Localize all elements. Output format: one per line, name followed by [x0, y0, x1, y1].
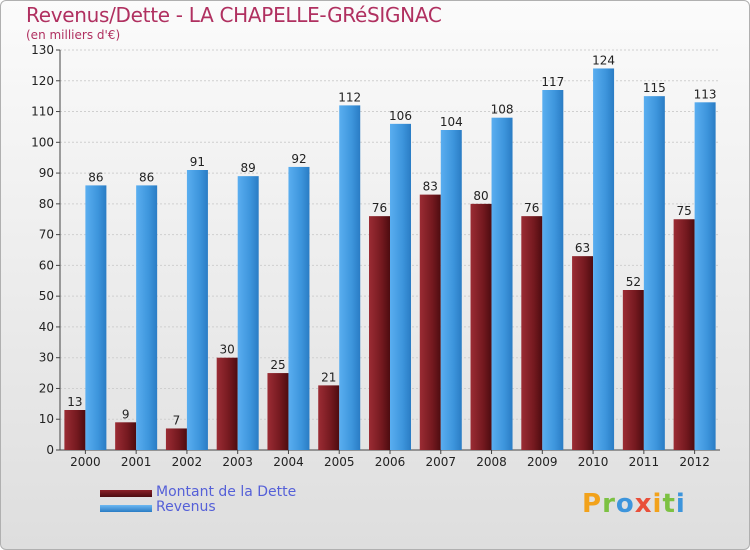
- y-tick-label: 110: [31, 105, 54, 119]
- proxiti-logo: Proxiti: [582, 489, 686, 519]
- logo-letter: P: [582, 489, 603, 519]
- revenus-bar: [288, 166, 310, 450]
- dette-bar: [572, 256, 594, 450]
- data-label: 86: [139, 170, 154, 184]
- x-tick-label: 2001: [121, 455, 152, 469]
- data-label: 21: [321, 370, 336, 384]
- data-label: 117: [541, 75, 564, 89]
- y-tick-label: 60: [39, 258, 54, 272]
- data-label: 124: [592, 53, 615, 67]
- data-label: 25: [270, 358, 285, 372]
- data-label: 92: [291, 152, 306, 166]
- y-tick-label: 130: [31, 43, 54, 57]
- data-label: 112: [338, 90, 361, 104]
- dette-bar: [115, 422, 137, 450]
- x-tick-label: 2009: [527, 455, 558, 469]
- data-label: 115: [643, 81, 666, 95]
- axis-layer: 0 10 20 30 40 50 60 70 80 90 100 110 120 130 2000 2001 2…: [31, 43, 720, 469]
- revenus-bar: [85, 185, 107, 450]
- dette-bar: [419, 194, 441, 450]
- dette-bar: [521, 216, 543, 450]
- data-label: 76: [524, 201, 539, 215]
- revenus-bar: [643, 96, 665, 451]
- revenus-bar: [136, 185, 158, 450]
- data-label: 106: [389, 109, 412, 123]
- data-label: 13: [67, 395, 82, 409]
- chart-subtitle: (en milliers d'€): [26, 28, 121, 42]
- x-tick-label: 2011: [629, 455, 660, 469]
- logo-letter: x: [634, 489, 653, 519]
- y-tick-label: 70: [39, 228, 54, 242]
- dette-bar: [216, 357, 238, 450]
- data-label: 83: [423, 180, 438, 194]
- dette-bar: [369, 216, 390, 450]
- x-tick-label: 2002: [172, 455, 203, 469]
- x-tick-label: 2000: [70, 455, 101, 469]
- data-label: 7: [173, 413, 181, 427]
- y-tick-label: 0: [46, 443, 54, 457]
- x-tick-label: 2006: [375, 455, 406, 469]
- revenus-bar: [186, 170, 208, 450]
- data-label: 86: [88, 170, 103, 184]
- data-label: 30: [220, 343, 235, 357]
- data-label: 104: [440, 115, 463, 129]
- grid-layer: [60, 49, 720, 451]
- data-label: 76: [372, 201, 387, 215]
- label-layer: 13 86 9 86 7 91 30 89 25 92 21 112 76 106 83 104 80 108 76…: [67, 53, 716, 427]
- logo-letter: o: [615, 489, 635, 519]
- data-label: 75: [676, 204, 691, 218]
- y-tick-label: 120: [31, 74, 54, 88]
- legend-swatch-dette: [100, 490, 152, 497]
- y-tick-label: 80: [39, 197, 54, 211]
- x-tick-label: 2004: [273, 455, 304, 469]
- y-tick-label: 40: [39, 320, 54, 334]
- dette-bar: [470, 203, 492, 450]
- x-tick-label: 2003: [222, 455, 253, 469]
- x-tick-label: 2008: [476, 455, 507, 469]
- dette-bar: [622, 290, 644, 450]
- legend-swatch-revenus: [100, 505, 152, 512]
- dette-bar: [267, 373, 289, 450]
- chart-title: Revenus/Dette - LA CHAPELLE-GRéSIGNAC: [26, 3, 442, 27]
- logo-letter: i: [652, 489, 663, 519]
- x-tick-label: 2012: [679, 455, 710, 469]
- revenus-bar: [694, 102, 716, 451]
- revenus-bar: [339, 105, 361, 450]
- x-tick-label: 2005: [324, 455, 355, 469]
- dette-bar: [165, 428, 187, 450]
- x-tick-label: 2007: [425, 455, 456, 469]
- data-label: 91: [190, 155, 205, 169]
- revenus-bar: [491, 117, 513, 450]
- dette-bar: [318, 385, 340, 450]
- bar-layer: [64, 68, 716, 451]
- logo-letter: i: [675, 489, 686, 519]
- data-label: 9: [122, 407, 130, 421]
- y-tick-label: 30: [39, 351, 54, 365]
- dette-bar: [673, 219, 695, 450]
- data-label: 108: [491, 103, 514, 117]
- y-tick-label: 20: [39, 381, 54, 395]
- data-label: 63: [575, 241, 590, 255]
- revenus-bar: [390, 123, 411, 450]
- y-tick-label: 50: [39, 289, 54, 303]
- y-tick-label: 10: [39, 412, 54, 426]
- revenus-bar: [542, 90, 564, 450]
- legend-label-dette: Montant de la Dette: [156, 484, 297, 500]
- legend-label-revenus: Revenus: [156, 499, 216, 515]
- x-tick-label: 2010: [578, 455, 609, 469]
- y-tick-label: 90: [39, 166, 54, 180]
- data-label: 89: [241, 161, 256, 175]
- data-label: 80: [473, 189, 488, 203]
- revenus-bar: [440, 130, 462, 450]
- revenus-bar: [593, 68, 615, 450]
- data-label: 52: [626, 275, 641, 289]
- y-tick-label: 100: [31, 135, 54, 149]
- dette-bar: [64, 410, 86, 450]
- revenus-bar: [237, 176, 259, 450]
- logo-letter: t: [662, 489, 676, 519]
- logo-letter: r: [602, 489, 616, 519]
- data-label: 113: [694, 87, 717, 101]
